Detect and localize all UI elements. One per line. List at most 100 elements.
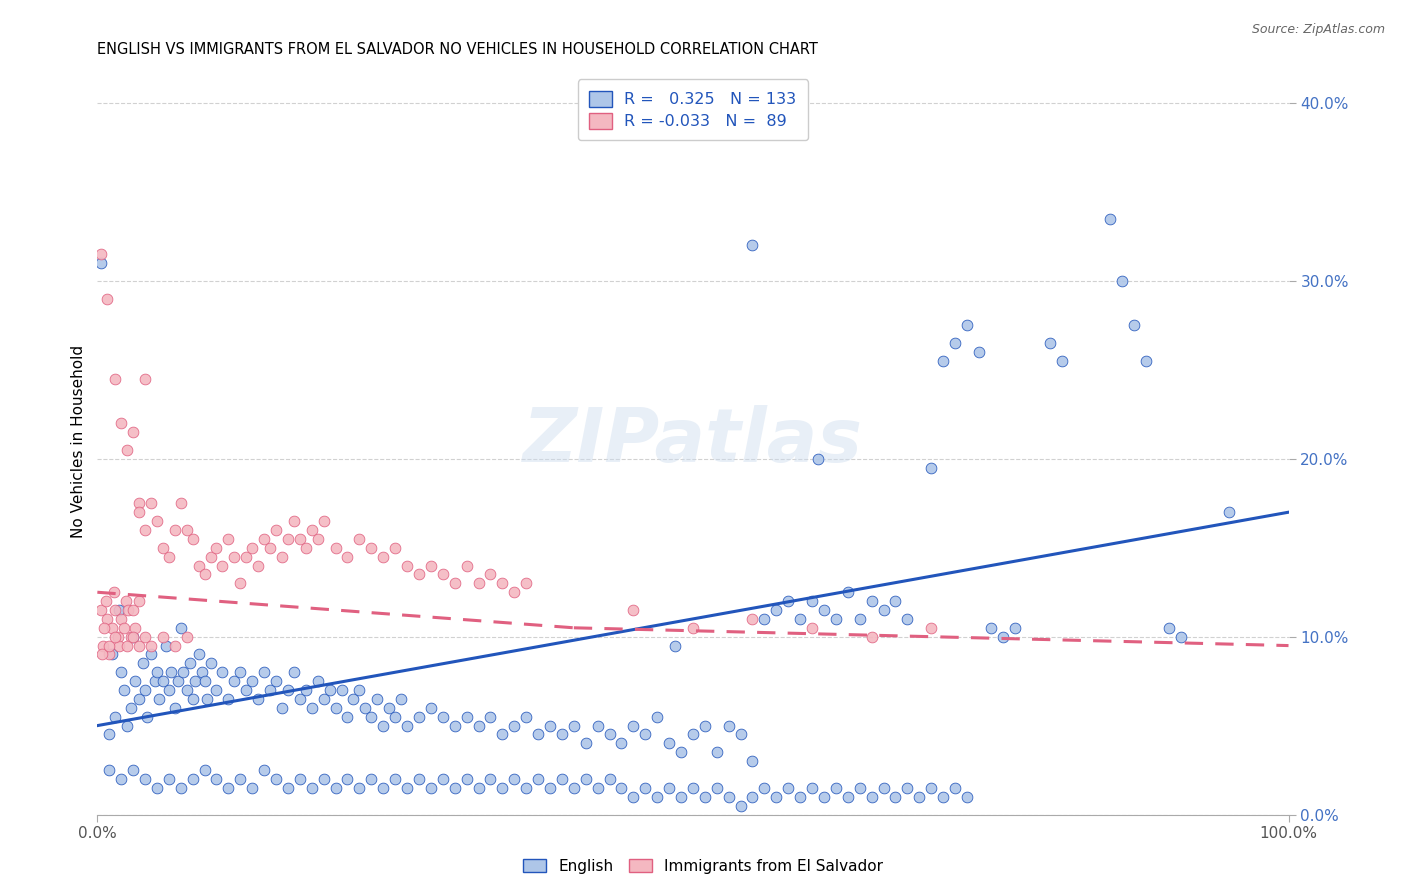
Point (100, 621, 122, 635)
Point (634, 780, 657, 795)
Point (396, 718, 419, 732)
Point (920, 621, 942, 635)
Point (312, 514, 335, 528)
Point (896, 780, 918, 795)
Point (562, 718, 585, 732)
Point (288, 532, 311, 546)
Point (128, 594, 150, 608)
Point (157, 772, 180, 786)
Text: ZIPatlas: ZIPatlas (523, 405, 863, 477)
Point (384, 541, 406, 555)
Point (193, 567, 215, 582)
Point (155, 639, 177, 653)
Point (479, 709, 502, 723)
Point (294, 683, 316, 698)
Point (366, 692, 388, 706)
Point (122, 425, 145, 440)
Point (143, 674, 166, 689)
Point (205, 683, 228, 698)
Point (104, 603, 127, 617)
Point (860, 789, 883, 804)
Point (176, 523, 198, 537)
Point (349, 683, 371, 698)
Point (288, 692, 311, 706)
Point (575, 736, 598, 750)
Point (240, 674, 263, 689)
Point (128, 505, 150, 519)
Point (131, 657, 153, 671)
Point (90, 256, 112, 270)
Point (134, 772, 156, 786)
Point (90, 247, 112, 261)
Point (294, 541, 316, 555)
Point (515, 780, 537, 795)
Point (538, 780, 561, 795)
Point (586, 718, 609, 732)
Point (170, 621, 193, 635)
Point (467, 780, 489, 795)
Point (112, 683, 135, 698)
Point (396, 558, 419, 573)
Point (825, 780, 848, 795)
Point (872, 780, 894, 795)
Point (103, 585, 125, 599)
Point (1170, 630, 1192, 644)
Point (373, 549, 395, 564)
Point (586, 780, 609, 795)
Point (741, 612, 763, 626)
Text: Source: ZipAtlas.com: Source: ZipAtlas.com (1251, 23, 1385, 37)
Point (157, 683, 180, 698)
Point (277, 683, 299, 698)
Point (264, 674, 287, 689)
Point (229, 576, 252, 591)
Point (148, 692, 170, 706)
Point (575, 772, 598, 786)
Point (115, 594, 138, 608)
Point (117, 603, 139, 617)
Point (456, 558, 478, 573)
Point (229, 772, 252, 786)
Point (217, 692, 239, 706)
Point (741, 754, 763, 768)
Point (107, 630, 129, 644)
Point (658, 780, 681, 795)
Point (205, 772, 228, 786)
Point (240, 541, 263, 555)
Point (90, 603, 112, 617)
Point (1004, 621, 1026, 635)
Point (100, 648, 122, 662)
Point (134, 630, 156, 644)
Point (96, 612, 118, 626)
Point (765, 789, 787, 804)
Point (211, 665, 233, 680)
Point (443, 718, 465, 732)
Point (1159, 621, 1181, 635)
Point (259, 683, 281, 698)
Point (253, 665, 276, 680)
Point (658, 736, 681, 750)
Point (610, 780, 633, 795)
Text: ENGLISH VS IMMIGRANTS FROM EL SALVADOR NO VEHICLES IN HOUSEHOLD CORRELATION CHAR: ENGLISH VS IMMIGRANTS FROM EL SALVADOR N… (97, 42, 818, 57)
Point (932, 354, 955, 368)
Point (181, 532, 204, 546)
Point (277, 532, 299, 546)
Point (139, 648, 162, 662)
Point (179, 657, 201, 671)
Legend: R =   0.325   N = 133, R = -0.033   N =  89: R = 0.325 N = 133, R = -0.033 N = 89 (578, 79, 807, 140)
Point (621, 603, 644, 617)
Point (621, 789, 644, 804)
Point (860, 630, 883, 644)
Point (107, 639, 129, 653)
Point (104, 372, 127, 386)
Point (110, 665, 132, 680)
Point (163, 523, 186, 537)
Point (195, 692, 218, 706)
Point (848, 780, 870, 795)
Point (146, 780, 169, 795)
Point (253, 532, 276, 546)
Point (669, 789, 692, 804)
Point (325, 701, 347, 715)
Point (271, 549, 294, 564)
Point (645, 789, 668, 804)
Point (191, 665, 214, 680)
